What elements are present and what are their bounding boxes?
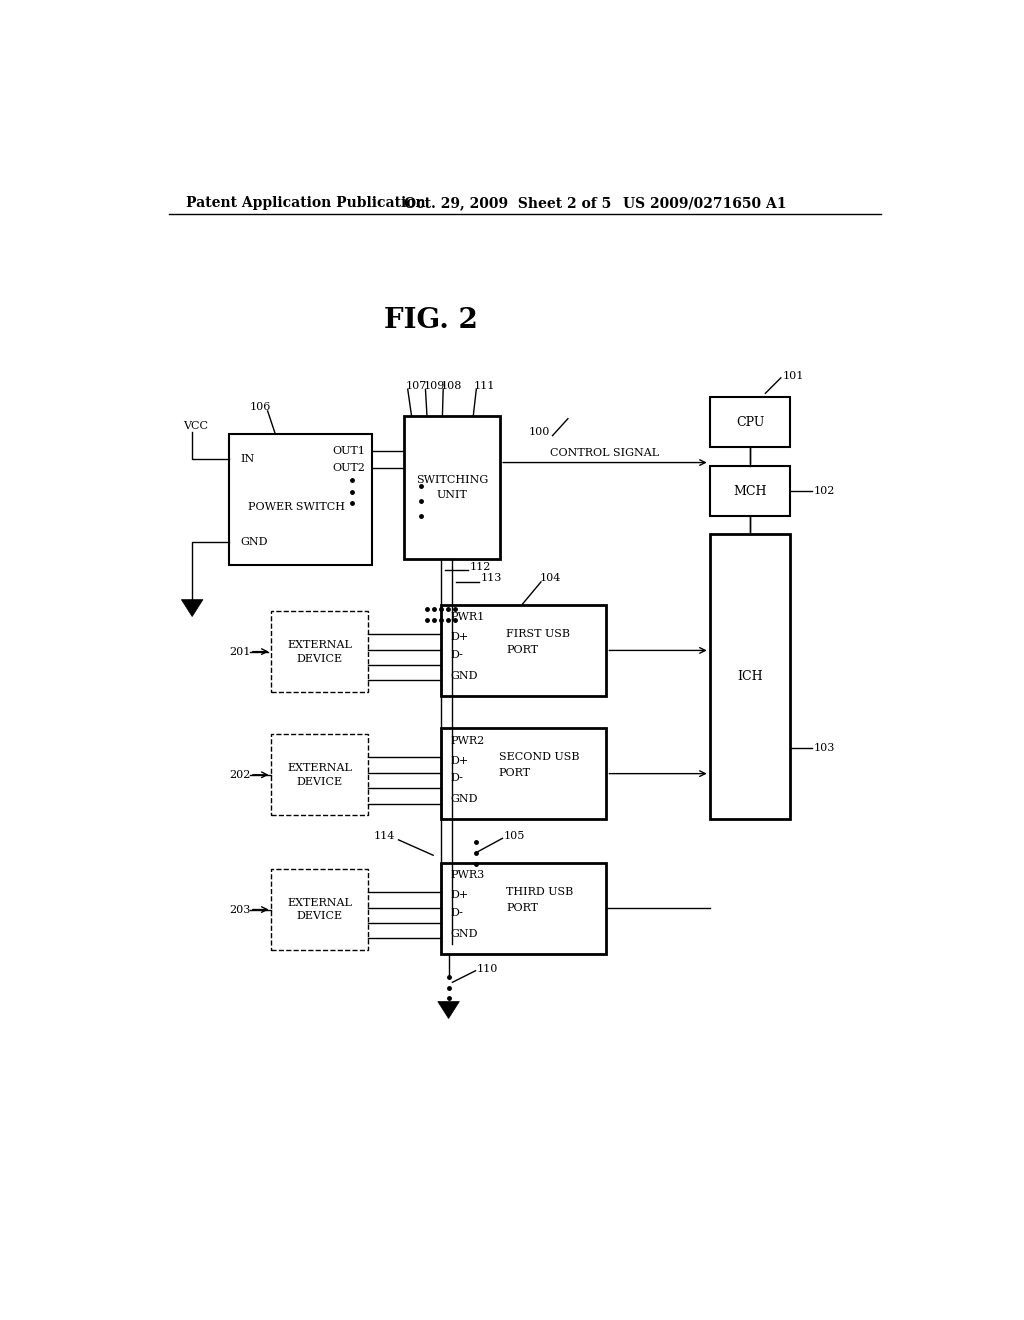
Text: 106: 106 [249,403,270,412]
Text: D-: D- [451,649,463,660]
Text: D+: D+ [451,632,468,643]
Text: OUT2: OUT2 [333,463,366,473]
Polygon shape [438,1002,460,1019]
Text: EXTERNAL: EXTERNAL [287,763,352,772]
Text: 108: 108 [441,380,462,391]
Text: 110: 110 [477,964,499,974]
Text: EXTERNAL: EXTERNAL [287,640,352,649]
Text: PWR3: PWR3 [451,870,484,880]
FancyBboxPatch shape [441,729,606,818]
Text: Patent Application Publication: Patent Application Publication [186,197,426,210]
Text: PWR1: PWR1 [451,612,484,622]
Text: 114: 114 [374,832,394,841]
Text: SECOND USB: SECOND USB [499,752,580,763]
Text: 112: 112 [469,561,490,572]
Text: 203: 203 [229,904,251,915]
Text: 201: 201 [229,647,251,656]
Text: Oct. 29, 2009  Sheet 2 of 5: Oct. 29, 2009 Sheet 2 of 5 [403,197,611,210]
Text: US 2009/0271650 A1: US 2009/0271650 A1 [624,197,786,210]
Text: DEVICE: DEVICE [297,912,343,921]
FancyBboxPatch shape [403,416,500,558]
FancyBboxPatch shape [271,611,368,692]
Text: SWITCHING: SWITCHING [416,475,488,484]
Text: 109: 109 [423,380,444,391]
Text: 102: 102 [813,487,835,496]
Text: GND: GND [451,795,477,804]
Text: VCC: VCC [183,421,208,432]
Text: THIRD USB: THIRD USB [506,887,573,898]
Text: 107: 107 [406,380,427,391]
Text: 101: 101 [782,371,804,380]
Text: GND: GND [451,671,477,681]
Text: PORT: PORT [506,644,539,655]
Text: D+: D+ [451,890,468,900]
FancyBboxPatch shape [710,466,791,516]
Text: D-: D- [451,908,463,917]
FancyBboxPatch shape [271,869,368,950]
Text: OUT1: OUT1 [333,446,366,455]
Text: D+: D+ [451,755,468,766]
Text: PWR2: PWR2 [451,735,484,746]
Text: 111: 111 [474,380,496,391]
Text: POWER SWITCH: POWER SWITCH [248,502,345,512]
FancyBboxPatch shape [441,605,606,696]
FancyBboxPatch shape [710,535,791,818]
Text: ICH: ICH [737,671,763,684]
Text: 104: 104 [540,573,561,583]
Text: PORT: PORT [506,903,539,912]
FancyBboxPatch shape [229,434,372,565]
Text: CONTROL SIGNAL: CONTROL SIGNAL [550,447,659,458]
Text: DEVICE: DEVICE [297,776,343,787]
Polygon shape [181,599,203,616]
Text: 113: 113 [481,573,503,583]
Text: FIRST USB: FIRST USB [506,630,570,639]
Text: 100: 100 [528,426,550,437]
FancyBboxPatch shape [710,397,791,447]
Text: 202: 202 [229,770,251,780]
Text: 103: 103 [813,743,835,752]
Text: CPU: CPU [736,416,764,429]
Text: PORT: PORT [499,768,530,777]
Text: DEVICE: DEVICE [297,653,343,664]
FancyBboxPatch shape [441,863,606,954]
Text: IN: IN [241,454,255,463]
Text: EXTERNAL: EXTERNAL [287,898,352,908]
Text: GND: GND [451,929,477,939]
Text: MCH: MCH [733,484,767,498]
Text: FIG. 2: FIG. 2 [384,306,478,334]
Text: 105: 105 [504,832,525,841]
Text: D-: D- [451,774,463,783]
FancyBboxPatch shape [271,734,368,816]
Text: UNIT: UNIT [436,490,468,500]
Text: GND: GND [241,537,268,546]
